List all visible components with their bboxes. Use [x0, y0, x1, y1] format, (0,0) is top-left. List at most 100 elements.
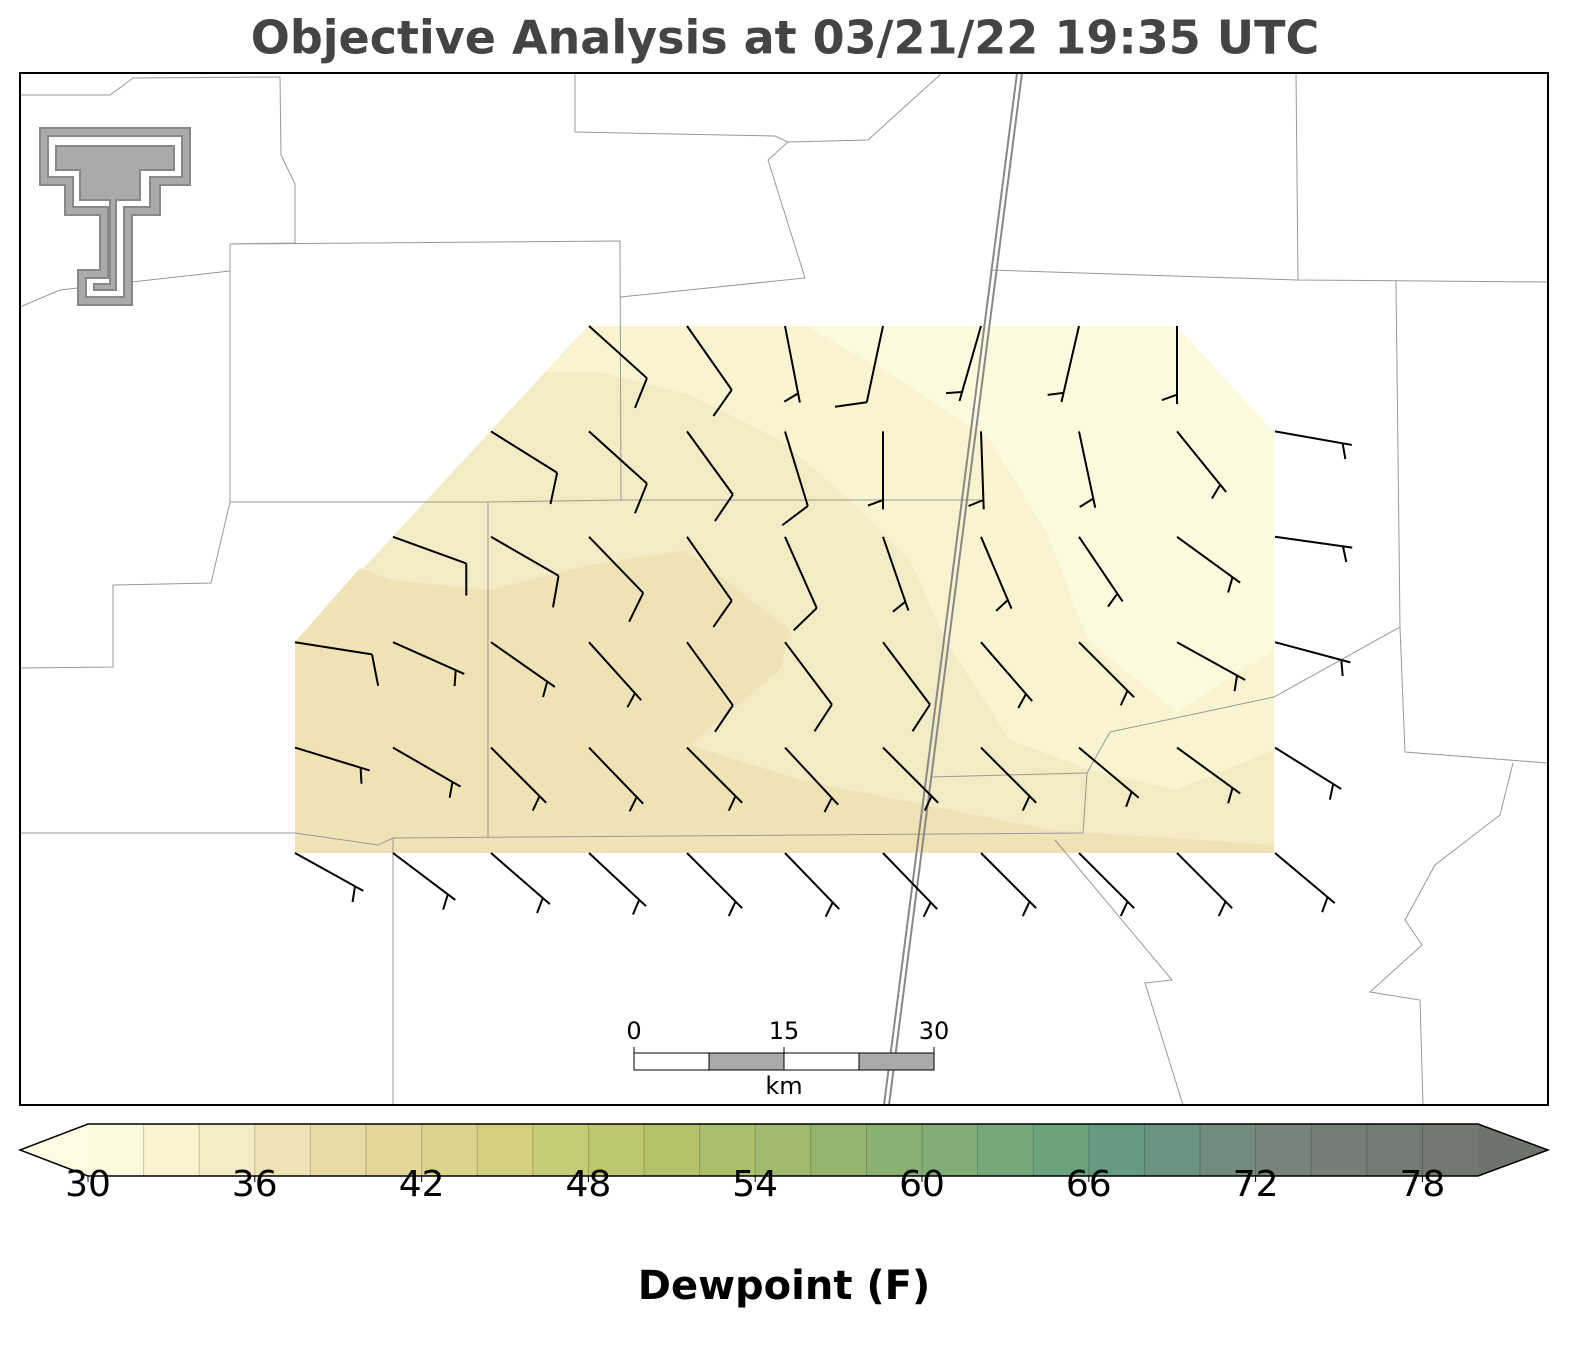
barb-shape [882, 536, 910, 613]
barb-shape [784, 746, 839, 813]
colorbar-tick-label: 48 [565, 1164, 611, 1205]
colorbar-cell [755, 1124, 812, 1176]
wind-barb [1176, 430, 1227, 499]
wind-barb [588, 536, 645, 623]
colorbar-cell [199, 1124, 256, 1176]
barb-shape [588, 430, 648, 514]
wind-barb [1274, 430, 1352, 460]
wind-barb [392, 535, 468, 596]
dewpoint-field [295, 326, 1274, 853]
wind-barb [490, 852, 551, 914]
colorbar-tick-label: 66 [1066, 1164, 1112, 1205]
barb-shape [1274, 535, 1353, 563]
colorbar-cell [1366, 1124, 1423, 1176]
barb-shape [1078, 746, 1140, 808]
scale-segment [858, 1052, 935, 1071]
wind-barb [834, 325, 884, 408]
wind-barb [686, 746, 743, 812]
barb-shape [1274, 852, 1336, 913]
colorbar-outline [17, 1123, 1551, 1177]
barb-shape [882, 641, 931, 732]
wind-barb [392, 746, 462, 798]
barb-shape [1176, 535, 1241, 593]
wind-barb [490, 430, 559, 505]
wind-barb [784, 536, 818, 632]
colorbar-cell [1144, 1124, 1201, 1176]
wind-barb [1161, 326, 1178, 404]
wind-barb [686, 852, 743, 917]
wind-barb [980, 852, 1037, 917]
barb-shape [784, 536, 818, 632]
colorbar-cell [699, 1124, 756, 1176]
border [574, 73, 806, 298]
borders [19, 72, 1549, 1106]
wind-barb [588, 430, 648, 514]
colorbar-cell [1088, 1124, 1145, 1176]
barb-shape [588, 325, 648, 409]
field-band [295, 550, 1274, 853]
wind-barb [392, 852, 456, 910]
wind-barb [588, 746, 644, 812]
barb-shape [980, 641, 1033, 709]
barb-shape [1274, 430, 1352, 460]
barb-shape [1078, 536, 1124, 608]
colorbar-tick-label: 30 [65, 1164, 111, 1205]
scale-segment [783, 1052, 860, 1071]
wind-barb [294, 641, 380, 687]
barb-shape [686, 641, 734, 733]
barb-shape [1176, 746, 1241, 804]
wind-barb [1078, 852, 1135, 917]
scale-bar: 0 15 30 km [626, 1017, 949, 1100]
barb-shape [1078, 852, 1135, 917]
border [19, 501, 489, 838]
barb-shape [783, 325, 801, 403]
colorbar-tick-label: 72 [1233, 1164, 1279, 1205]
border [1054, 839, 1184, 1106]
barb-shape [588, 746, 644, 812]
barb-shape [882, 746, 939, 812]
colorbar-cell [588, 1124, 645, 1176]
wind-barb [1176, 535, 1241, 593]
colorbar-cell [922, 1124, 979, 1176]
border [787, 72, 943, 143]
wind-barb [968, 431, 985, 510]
colorbar-cell [866, 1124, 923, 1176]
colorbar-cell [88, 1124, 145, 1176]
wind-barb [1274, 641, 1351, 676]
wind-barb [1176, 746, 1241, 804]
border [989, 72, 1549, 764]
scale-unit: km [765, 1072, 802, 1100]
barb-shape [490, 852, 551, 914]
barb-shape [1176, 641, 1246, 692]
colorbar-cell [1200, 1124, 1257, 1176]
wind-barb [882, 852, 938, 918]
barb-shape [490, 746, 547, 812]
barb-shape [834, 325, 884, 408]
scale-segment [708, 1052, 785, 1071]
wind-barb [980, 746, 1037, 812]
wind-barb [588, 852, 647, 915]
wind-barb [1078, 746, 1140, 808]
barb-shape [686, 430, 734, 522]
barb-shape [784, 641, 833, 732]
barb-shape [1274, 641, 1351, 676]
colorbar: 30 36 42 48 54 60 66 72 78 [17, 1123, 1551, 1205]
colorbar-cell [366, 1124, 423, 1176]
wind-barb [294, 852, 364, 903]
wind-barb [784, 746, 839, 813]
colorbar-cell [1311, 1124, 1368, 1176]
wind-barb [1274, 746, 1342, 800]
barb-shape [1047, 325, 1080, 403]
wind-barb [1078, 536, 1124, 608]
colorbar-cell [254, 1124, 311, 1176]
wind-barb [783, 325, 801, 403]
scale-label: 0 [626, 1017, 641, 1045]
wind-barb [490, 641, 556, 698]
wind-barb [882, 641, 931, 732]
barb-shape [882, 852, 938, 918]
barb-shape [294, 746, 370, 784]
colorbar-cell [977, 1124, 1034, 1176]
wind-barb [1078, 431, 1097, 508]
wind-barb [588, 325, 648, 409]
